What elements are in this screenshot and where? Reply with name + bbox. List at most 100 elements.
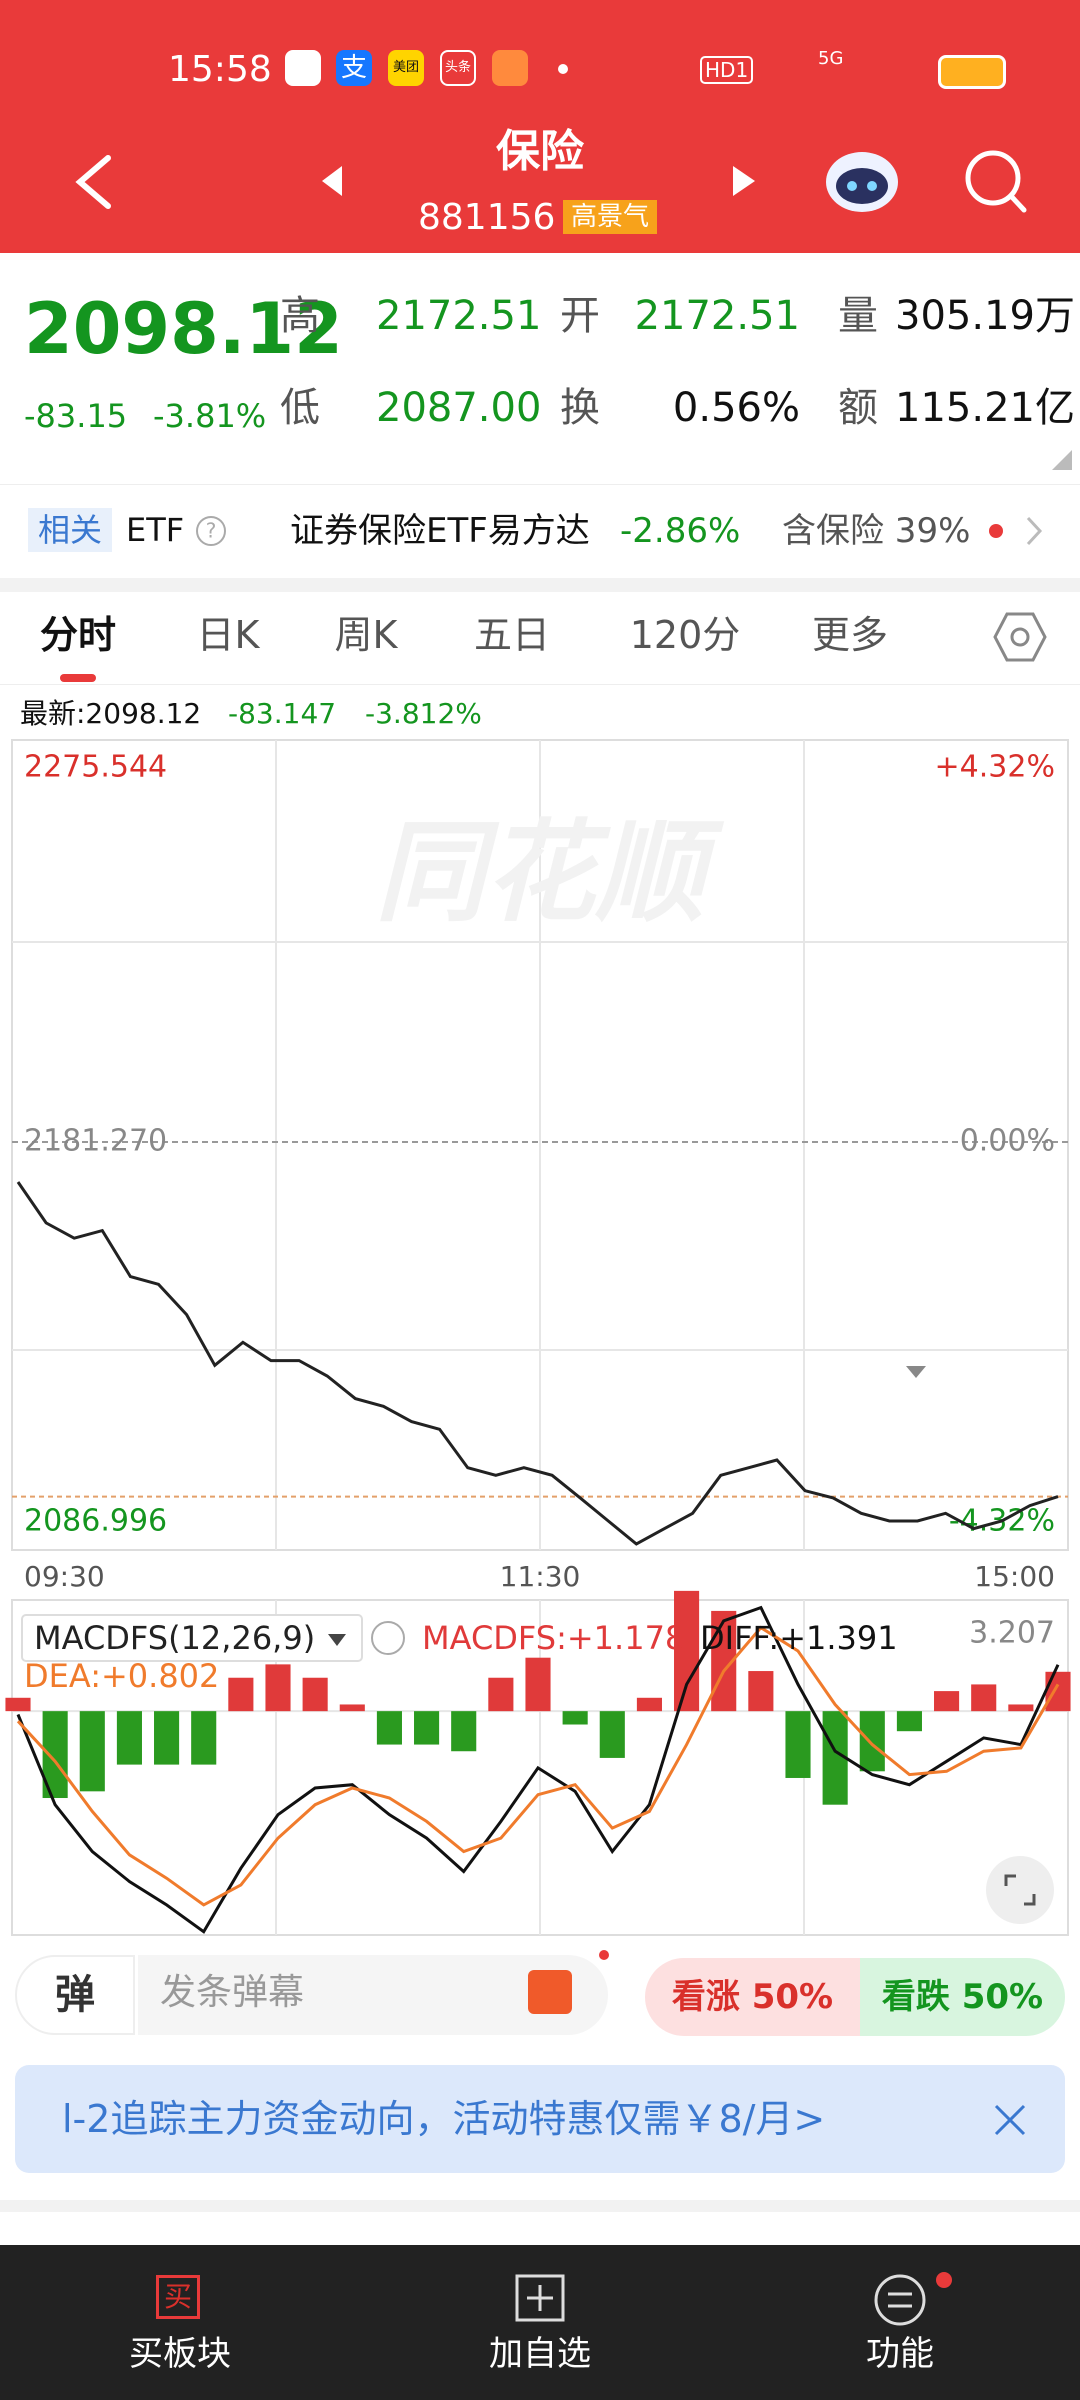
stock-code: 881156 bbox=[418, 197, 556, 238]
chevron[interactable] bbox=[1022, 512, 1046, 550]
indicator-select[interactable] bbox=[21, 1614, 363, 1662]
tab[interactable]: 更多 bbox=[811, 613, 888, 657]
status-hd: HD1 bbox=[700, 56, 754, 84]
status-net: 5G bbox=[818, 48, 844, 69]
macd-bar bbox=[599, 1711, 625, 1758]
robot-eye bbox=[847, 181, 857, 191]
y-tick-label: 3.207 bbox=[969, 1616, 1055, 1651]
nav-icon bbox=[874, 2274, 926, 2326]
back-button[interactable] bbox=[75, 155, 111, 209]
danmu-toggle[interactable]: 弹 bbox=[15, 1955, 135, 2035]
macd-bar bbox=[1045, 1671, 1071, 1712]
etf-name[interactable]: 证券保险ETF易方达 bbox=[290, 511, 590, 551]
etf-change: -2.86% bbox=[620, 511, 741, 551]
field-value: 2172.51 bbox=[634, 293, 800, 339]
tag: 高景气 bbox=[563, 200, 658, 234]
nav-icon: 买 bbox=[156, 2275, 200, 2319]
gift-icon[interactable] bbox=[528, 1970, 572, 2014]
nav-label[interactable]: 功能 bbox=[866, 2334, 934, 2374]
divider bbox=[0, 484, 1080, 485]
prev-button[interactable] bbox=[322, 166, 342, 196]
field-label: 高 bbox=[280, 293, 320, 339]
field-label: 量 bbox=[838, 293, 878, 339]
info-latest: 最新:2098.12 bbox=[20, 697, 202, 730]
field-value: 115.21亿 bbox=[895, 385, 1075, 431]
tab-indicator bbox=[60, 674, 96, 682]
red-dot bbox=[989, 524, 1003, 538]
vote-down[interactable]: 看跌 50% bbox=[860, 1958, 1065, 2036]
app-icon bbox=[285, 50, 321, 86]
separator bbox=[0, 578, 1080, 592]
x-tick-label: 09:30 bbox=[24, 1560, 105, 1593]
macd-bar bbox=[971, 1684, 997, 1712]
watermark: 同花顺 bbox=[375, 808, 725, 936]
macd-bar bbox=[748, 1671, 774, 1712]
tab[interactable]: 120分 bbox=[629, 613, 741, 657]
banner-text: l-2追踪主力资金动向，活动特惠仅需￥8/月> bbox=[62, 2097, 826, 2141]
macd-bar bbox=[376, 1711, 402, 1745]
info-change: -83.147 bbox=[228, 697, 337, 730]
expand-button[interactable] bbox=[986, 1856, 1054, 1924]
macd-bar bbox=[785, 1711, 811, 1778]
dropdown-arrow bbox=[906, 1366, 926, 1378]
divider bbox=[0, 684, 1080, 685]
etf-tag: 相关 bbox=[28, 508, 113, 552]
legend-entry: MACDFS:+1.178 bbox=[422, 1619, 685, 1657]
tab[interactable]: 五日 bbox=[473, 613, 550, 657]
robot-eye bbox=[867, 181, 877, 191]
search-button[interactable] bbox=[965, 150, 1021, 206]
price-line bbox=[16, 1181, 1059, 1546]
field-value: 2172.51 bbox=[376, 293, 542, 339]
header-bar bbox=[0, 0, 1080, 253]
search-handle bbox=[1008, 193, 1027, 213]
settings-icon[interactable] bbox=[993, 610, 1047, 664]
macd-bar bbox=[265, 1664, 291, 1712]
field-label: 额 bbox=[838, 385, 878, 431]
next-button[interactable] bbox=[733, 166, 755, 196]
macd-bar bbox=[674, 1590, 700, 1712]
macd-bar bbox=[488, 1677, 514, 1712]
tab[interactable]: 周K bbox=[334, 613, 398, 657]
red-dot bbox=[599, 1950, 609, 1960]
macd-bar bbox=[451, 1711, 477, 1752]
status-time: 15:58 bbox=[168, 49, 272, 90]
dropdown-arrow bbox=[328, 1634, 346, 1646]
tab[interactable]: 分时 bbox=[39, 613, 116, 657]
macd-bar bbox=[79, 1711, 105, 1792]
y2-tick-label: 0.00% bbox=[960, 1124, 1055, 1159]
field-value: 305.19万 bbox=[895, 293, 1075, 339]
etf-holding: 含保险 39% bbox=[782, 511, 971, 551]
macd-bar bbox=[228, 1677, 254, 1712]
macd-bar bbox=[636, 1697, 662, 1712]
macd-line bbox=[16, 1605, 1060, 1934]
banner[interactable] bbox=[15, 2065, 1065, 2173]
dot bbox=[558, 64, 568, 74]
last-price: 2098.12 bbox=[24, 288, 343, 370]
nav-label[interactable]: 买板块 bbox=[129, 2334, 231, 2374]
app-icon: 美团 bbox=[388, 50, 424, 86]
macd-bar bbox=[191, 1711, 217, 1765]
macd-bar bbox=[934, 1691, 960, 1712]
nav-label[interactable]: 加自选 bbox=[489, 2334, 591, 2374]
separator bbox=[0, 2200, 1080, 2212]
svg-text:?: ? bbox=[206, 519, 217, 543]
macd-bar bbox=[5, 1697, 31, 1712]
field-value: 0.56% bbox=[672, 385, 800, 431]
macd-bar bbox=[562, 1711, 588, 1725]
macd-bar bbox=[154, 1711, 180, 1765]
page-title: 保险 bbox=[496, 126, 584, 177]
indicator-name: MACDFS(12,26,9) bbox=[34, 1619, 315, 1657]
field-label: 低 bbox=[280, 385, 320, 431]
vote-up[interactable]: 看涨 50% bbox=[645, 1958, 860, 2036]
tab[interactable]: 日K bbox=[196, 613, 260, 657]
change-pct: -3.81% bbox=[153, 397, 267, 435]
y-tick-label: 2275.544 bbox=[24, 750, 167, 785]
macd-line bbox=[16, 1625, 1060, 1907]
app-icon bbox=[492, 50, 528, 86]
macd-bar bbox=[339, 1704, 365, 1712]
corner-mark bbox=[1052, 450, 1072, 470]
close-banner[interactable] bbox=[992, 2102, 1028, 2138]
help-icon[interactable]: ? bbox=[194, 514, 228, 548]
etf-label: ETF bbox=[126, 511, 185, 549]
x-tick-label: 11:30 bbox=[500, 1560, 581, 1593]
